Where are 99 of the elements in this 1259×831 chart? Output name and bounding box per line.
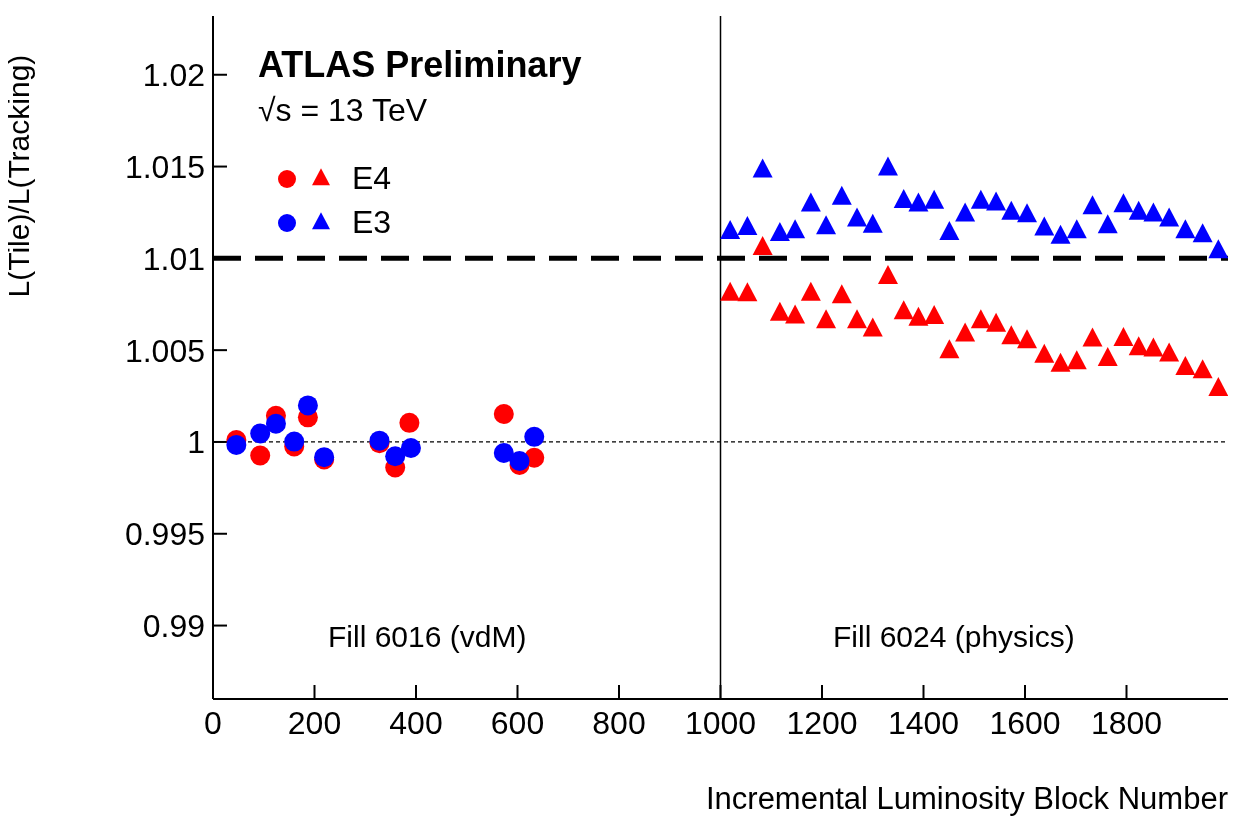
- point: [785, 219, 806, 239]
- point: [924, 305, 945, 325]
- point: [877, 156, 898, 176]
- point: [1097, 214, 1118, 234]
- point: [1066, 350, 1087, 370]
- point: [877, 265, 898, 285]
- point: [720, 281, 741, 301]
- point: [399, 412, 420, 433]
- point: [970, 309, 991, 329]
- point: [970, 189, 991, 209]
- point: [250, 423, 271, 444]
- point: [1143, 337, 1164, 357]
- point: [1208, 239, 1228, 259]
- point: [1143, 202, 1164, 222]
- point: [1066, 219, 1087, 239]
- point: [862, 213, 883, 233]
- point: [908, 192, 929, 212]
- point: [769, 301, 790, 321]
- point: [1159, 207, 1180, 227]
- x-tick-label: 1400: [887, 704, 960, 741]
- point: [752, 158, 773, 178]
- point: [816, 309, 837, 329]
- point: [847, 309, 868, 329]
- point: [986, 312, 1007, 332]
- point: [1113, 326, 1134, 346]
- point: [385, 446, 406, 467]
- point: [955, 202, 976, 222]
- point: [1001, 325, 1022, 345]
- x-tick-label: 1800: [1090, 704, 1163, 741]
- point: [955, 322, 976, 342]
- point: [297, 395, 318, 416]
- point: [737, 215, 758, 235]
- point: [986, 191, 1007, 211]
- x-axis-title: Incremental Luminosity Block Number: [705, 781, 1228, 816]
- point: [831, 185, 852, 205]
- point: [939, 339, 960, 359]
- point: [265, 413, 286, 434]
- point: [893, 189, 914, 209]
- annotation: Fill 6016 (vdM): [328, 620, 527, 654]
- point: [800, 192, 821, 212]
- point: [493, 404, 514, 425]
- x-tick-label: 400: [389, 704, 443, 741]
- x-tick-label: 200: [287, 704, 342, 741]
- point: [493, 442, 514, 463]
- point: [400, 438, 421, 459]
- point: [908, 306, 929, 326]
- point: [1175, 355, 1196, 375]
- annotation: ATLAS Preliminary: [258, 44, 582, 86]
- point: [862, 317, 883, 337]
- point: [1128, 200, 1149, 220]
- point: [1175, 219, 1196, 239]
- point: [284, 431, 305, 452]
- point: [1082, 327, 1103, 347]
- x-tick-label: 1000: [684, 704, 757, 741]
- y-tick-label: 1.015: [124, 148, 205, 185]
- annotation: √s = 13 TeV: [258, 92, 428, 129]
- point: [250, 445, 271, 466]
- x-tick-label: 1200: [786, 704, 858, 741]
- point: [1017, 329, 1038, 349]
- point: [1192, 359, 1213, 379]
- point: [769, 221, 790, 241]
- point: [524, 426, 545, 447]
- point: [1017, 203, 1038, 223]
- point: [816, 215, 837, 235]
- y-tick-label: 1: [187, 424, 205, 461]
- point: [752, 235, 773, 255]
- point: [720, 219, 741, 239]
- y-tick-label: 0.995: [124, 516, 205, 553]
- legend-label: E4: [352, 159, 392, 197]
- point: [800, 281, 821, 301]
- y-tick-label: 1.01: [142, 240, 205, 277]
- y-tick-label: 1.02: [142, 57, 205, 94]
- point: [847, 207, 868, 227]
- point: [785, 304, 806, 324]
- point: [737, 282, 758, 302]
- point: [1050, 224, 1071, 244]
- point: [1001, 200, 1022, 220]
- point: [1082, 195, 1103, 215]
- point: [1128, 336, 1149, 356]
- point: [1208, 377, 1228, 397]
- legend-label: E3: [352, 203, 392, 241]
- y-tick-label: 1.005: [124, 332, 205, 369]
- annotation: Fill 6024 (physics): [833, 620, 1075, 654]
- x-tick-label: 600: [490, 704, 545, 741]
- point: [893, 300, 914, 320]
- point: [1050, 352, 1071, 372]
- point: [1192, 223, 1213, 243]
- point: [1159, 342, 1180, 362]
- point: [831, 284, 852, 304]
- x-tick-label: 0: [204, 704, 222, 741]
- point: [1113, 193, 1134, 213]
- point: [1034, 216, 1055, 236]
- point: [1097, 346, 1118, 366]
- point: [924, 189, 945, 209]
- y-tick-label: 0.99: [142, 607, 205, 644]
- x-tick-label: 800: [592, 704, 646, 741]
- point: [939, 221, 960, 241]
- point: [1034, 343, 1055, 363]
- x-tick-label: 1600: [989, 704, 1061, 741]
